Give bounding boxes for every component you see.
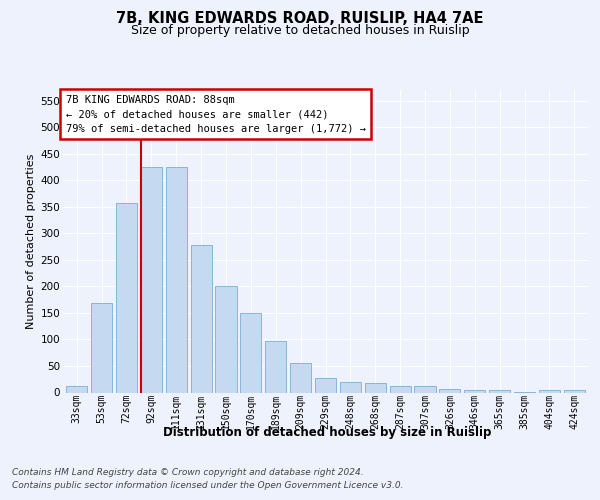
Bar: [191, 246, 212, 392]
Bar: [439, 390, 460, 392]
Bar: [290, 364, 311, 392]
Bar: [389, 386, 411, 392]
Bar: [116, 202, 137, 392]
Text: Size of property relative to detached houses in Ruislip: Size of property relative to detached ho…: [131, 24, 469, 37]
Bar: [265, 341, 286, 392]
Bar: [166, 167, 187, 392]
Bar: [215, 286, 236, 393]
Bar: [564, 390, 585, 392]
Bar: [539, 390, 560, 392]
Bar: [464, 390, 485, 392]
Text: Contains HM Land Registry data © Crown copyright and database right 2024.: Contains HM Land Registry data © Crown c…: [12, 468, 364, 477]
Text: 7B KING EDWARDS ROAD: 88sqm
← 20% of detached houses are smaller (442)
79% of se: 7B KING EDWARDS ROAD: 88sqm ← 20% of det…: [65, 94, 365, 134]
Text: Distribution of detached houses by size in Ruislip: Distribution of detached houses by size …: [163, 426, 491, 439]
Bar: [489, 390, 510, 392]
Bar: [91, 304, 112, 392]
Text: 7B, KING EDWARDS ROAD, RUISLIP, HA4 7AE: 7B, KING EDWARDS ROAD, RUISLIP, HA4 7AE: [116, 11, 484, 26]
Bar: [240, 314, 262, 392]
Bar: [365, 384, 386, 392]
Bar: [415, 386, 436, 392]
Bar: [315, 378, 336, 392]
Bar: [141, 167, 162, 392]
Bar: [66, 386, 87, 392]
Bar: [340, 382, 361, 392]
Y-axis label: Number of detached properties: Number of detached properties: [26, 154, 37, 329]
Text: Contains public sector information licensed under the Open Government Licence v3: Contains public sector information licen…: [12, 480, 404, 490]
